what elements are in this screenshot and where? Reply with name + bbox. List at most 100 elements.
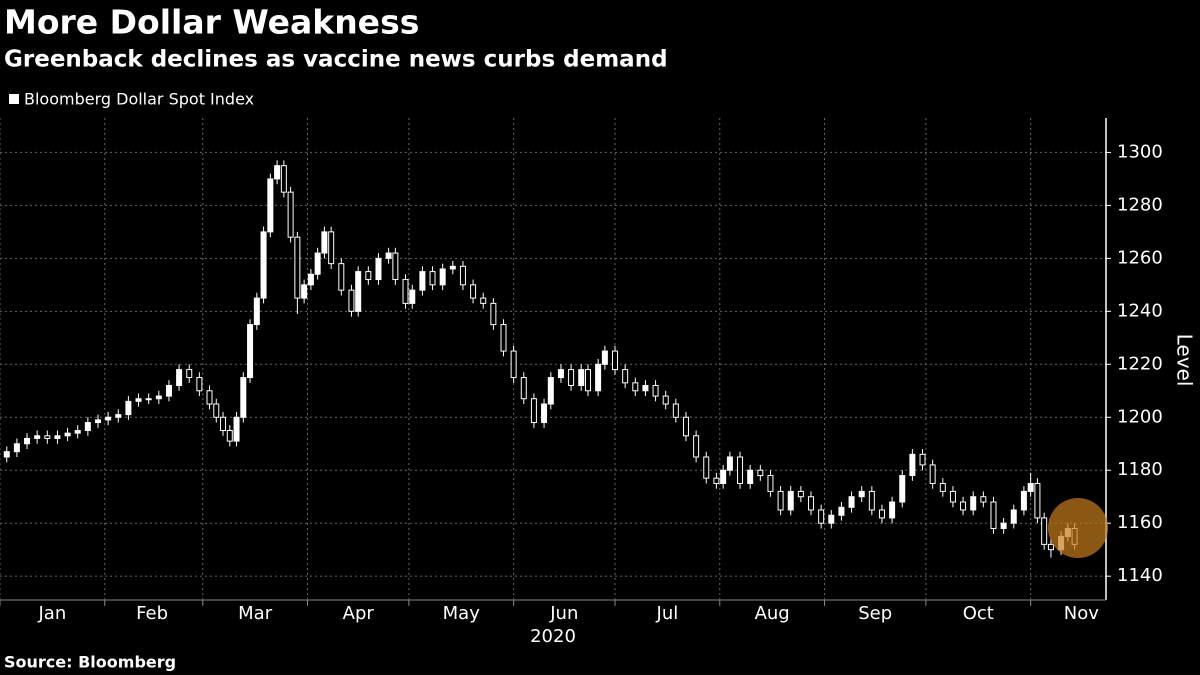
candle-body [757,469,764,477]
candle-body [226,430,233,442]
candle-body [429,271,436,286]
candle-body [253,297,260,326]
candle-body [247,324,254,379]
candle-body [1000,522,1007,529]
candle-body [520,377,527,400]
y-tick-label: 1300 [1117,141,1163,162]
candle-body [662,395,669,405]
candle-body [206,390,213,405]
candle-body [672,403,679,418]
candle-body [125,400,132,416]
x-tick-label: Jan [38,603,67,624]
candle-body [547,377,554,405]
candle-body [601,350,608,365]
candle-body [165,384,172,397]
candle-body [409,289,416,304]
candle-body [348,289,355,312]
candle-body [557,369,564,379]
candle-body [1034,482,1041,519]
candle-body [578,369,585,386]
candle-body [355,271,362,312]
y-tick-label: 1220 [1117,353,1163,374]
candle-body [929,464,936,484]
candle-body [713,477,720,484]
candle-body [642,384,649,392]
candle-body [402,279,409,304]
candle-body [84,422,91,432]
candle-body [500,324,507,352]
candle-body [375,257,382,281]
candle-body [328,231,335,265]
candle-body [726,456,733,471]
candle-body [419,271,426,291]
x-tick-label: Feb [136,603,168,624]
candle-body [737,456,744,484]
candle-body [878,509,885,519]
candle-body [233,416,240,442]
candle-body [747,469,754,484]
candle-body [64,432,71,437]
x-tick-label: May [443,603,481,624]
x-tick-label: Jul [656,603,679,624]
candle-body [196,377,203,392]
x-tick-label: Mar [238,603,273,624]
candle-body [213,403,220,418]
y-tick-label: 1180 [1117,459,1163,480]
candle-body [949,490,956,503]
y-tick-label: 1160 [1117,512,1163,533]
candle-body [858,490,865,498]
candle-body [530,398,537,424]
candle-body [693,435,700,458]
candle-body [287,191,294,238]
y-tick-label: 1260 [1117,247,1163,268]
candle-body [612,350,619,371]
candle-body [808,496,815,511]
candle-body [889,501,896,519]
candle-body [510,350,517,379]
x-tick-label: Oct [963,603,994,624]
candle-body [828,514,835,524]
chart-subtitle: Greenback declines as vaccine news curbs… [4,47,668,73]
candle-body [818,509,825,524]
candle-body [838,506,845,516]
candle-body [74,430,81,434]
candle-body [1047,543,1054,551]
candle-body [787,490,794,511]
highlight-circle [1048,498,1108,558]
candle-body [899,475,906,503]
candle-body [909,453,916,477]
candle-body [145,398,152,401]
candle-body [868,490,875,511]
legend-label: Bloomberg Dollar Spot Index [24,90,254,109]
source: Source: Bloomberg [4,653,176,672]
candle-body [1010,509,1017,524]
candle-body [94,419,101,424]
candle-body [1020,490,1027,511]
y-tick-label: 1200 [1117,406,1163,427]
candle-body [176,369,183,386]
candle-body [777,490,784,511]
candle-body [34,435,41,439]
candle-body [797,490,804,498]
candle-body [490,302,497,326]
candle-body [960,501,967,511]
candle-body [439,268,446,286]
candle-body [54,435,61,439]
candle-body [365,271,372,281]
candle-body [541,403,548,424]
candle-body [314,252,321,275]
candle-body [274,165,281,180]
candle-body [595,363,602,392]
candle-body [321,231,328,254]
candle-body [970,496,977,511]
candle-body [260,231,267,299]
candle-body [105,416,112,421]
candle-body [720,469,727,484]
y-tick-label: 1140 [1117,565,1163,586]
candle-body [338,263,345,291]
candle-body [703,456,710,479]
y-axis-label: Level [1173,334,1197,387]
candle-body [392,252,399,281]
y-tick-label: 1240 [1117,300,1163,321]
